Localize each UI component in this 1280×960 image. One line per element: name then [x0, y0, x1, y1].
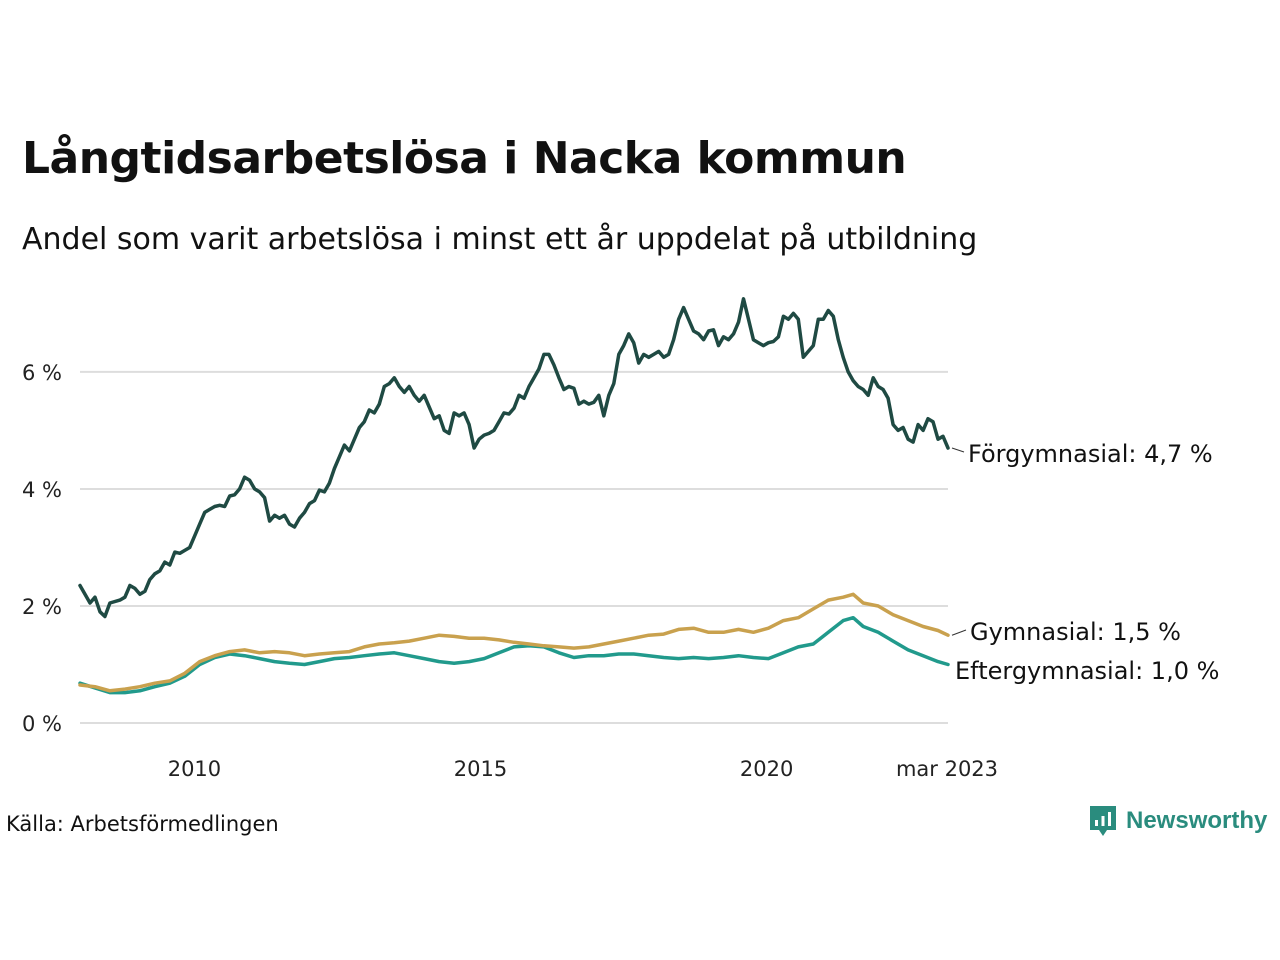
end-label-leader: [951, 629, 967, 636]
end-label-gymnasial: Gymnasial: 1,5 %: [970, 618, 1181, 646]
y-tick-label: 2 %: [22, 595, 62, 619]
x-tick-label: mar 2023: [896, 757, 998, 781]
series-line-eftergymnasial: [78, 615, 950, 695]
brand-name: Newsworthy: [1126, 807, 1268, 834]
x-tick-label: 2015: [454, 757, 507, 781]
end-label-förgymnasial: Förgymnasial: 4,7 %: [968, 440, 1213, 468]
chart-title: Långtidsarbetslösa i Nacka kommun: [22, 133, 907, 184]
source-credit: Källa: Arbetsförmedlingen: [6, 812, 279, 836]
brand-logo: Newsworthy: [1088, 804, 1267, 838]
y-tick-label: 0 %: [22, 712, 62, 736]
end-label-eftergymnasial: Eftergymnasial: 1,0 %: [955, 657, 1219, 685]
end-label-leader: [951, 447, 965, 453]
x-tick-label: 2020: [740, 757, 793, 781]
y-tick-label: 4 %: [22, 478, 62, 502]
series-line-gymnasial: [78, 592, 950, 693]
newsworthy-logo-icon: [1090, 806, 1116, 836]
x-tick-label: 2010: [168, 757, 221, 781]
chart-subtitle: Andel som varit arbetslösa i minst ett å…: [22, 222, 978, 257]
series-line-förgymnasial: [78, 297, 950, 619]
y-tick-label: 6 %: [22, 361, 62, 385]
